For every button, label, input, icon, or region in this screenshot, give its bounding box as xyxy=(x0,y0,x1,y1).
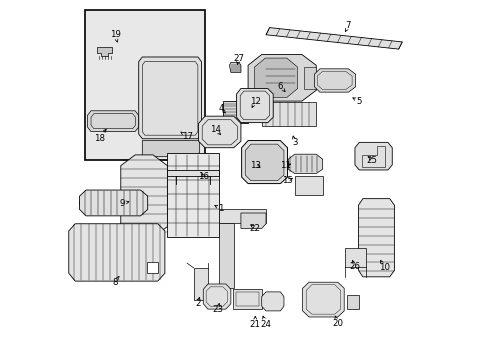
Polygon shape xyxy=(219,223,233,288)
Polygon shape xyxy=(69,224,164,281)
Polygon shape xyxy=(223,101,247,123)
Polygon shape xyxy=(265,28,402,49)
Text: 21: 21 xyxy=(249,320,260,329)
Polygon shape xyxy=(303,67,316,89)
Text: 3: 3 xyxy=(291,138,297,147)
Polygon shape xyxy=(139,57,201,139)
Polygon shape xyxy=(167,170,219,176)
Polygon shape xyxy=(247,54,316,101)
Polygon shape xyxy=(314,69,355,92)
Polygon shape xyxy=(344,248,366,267)
Polygon shape xyxy=(241,140,287,184)
Text: 26: 26 xyxy=(349,262,360,271)
Text: 7: 7 xyxy=(345,21,350,30)
Polygon shape xyxy=(229,62,241,72)
Polygon shape xyxy=(236,89,273,123)
Text: 27: 27 xyxy=(233,54,244,63)
Polygon shape xyxy=(254,58,297,98)
Polygon shape xyxy=(87,111,139,132)
Text: 14: 14 xyxy=(210,125,221,134)
Text: 20: 20 xyxy=(331,319,343,328)
Text: 9: 9 xyxy=(120,199,125,208)
Text: 25: 25 xyxy=(366,156,377,165)
Text: 16: 16 xyxy=(197,172,208,181)
Text: 11: 11 xyxy=(280,161,291,170)
Polygon shape xyxy=(121,155,167,237)
Text: 8: 8 xyxy=(112,278,118,287)
Text: 5: 5 xyxy=(356,96,361,105)
Polygon shape xyxy=(241,213,265,228)
Polygon shape xyxy=(287,154,322,174)
Text: 24: 24 xyxy=(260,320,271,329)
Polygon shape xyxy=(261,292,284,311)
Polygon shape xyxy=(358,199,394,277)
Polygon shape xyxy=(354,142,391,170)
Circle shape xyxy=(80,199,88,207)
Polygon shape xyxy=(244,144,284,181)
Text: 23: 23 xyxy=(212,305,223,314)
Text: 19: 19 xyxy=(110,30,121,39)
Polygon shape xyxy=(233,289,261,309)
Bar xyxy=(85,10,204,160)
Text: 12: 12 xyxy=(249,96,260,105)
Polygon shape xyxy=(193,268,207,300)
Polygon shape xyxy=(302,282,344,317)
Polygon shape xyxy=(261,102,316,126)
Polygon shape xyxy=(167,153,219,237)
Text: 2: 2 xyxy=(195,299,200,308)
Polygon shape xyxy=(97,47,112,56)
Text: 4: 4 xyxy=(218,104,224,113)
Bar xyxy=(147,262,158,273)
Polygon shape xyxy=(198,116,241,148)
Text: 10: 10 xyxy=(378,264,389,273)
Polygon shape xyxy=(203,284,230,309)
Polygon shape xyxy=(346,295,359,309)
Polygon shape xyxy=(142,140,199,157)
Text: 17: 17 xyxy=(181,132,192,141)
Text: 6: 6 xyxy=(277,82,283,91)
Text: 15: 15 xyxy=(282,176,292,185)
Text: 22: 22 xyxy=(249,224,260,233)
Polygon shape xyxy=(294,176,323,195)
Text: 18: 18 xyxy=(94,134,104,143)
Polygon shape xyxy=(219,209,265,223)
Polygon shape xyxy=(80,190,147,216)
Text: 13: 13 xyxy=(249,161,260,170)
Text: 1: 1 xyxy=(218,204,224,213)
